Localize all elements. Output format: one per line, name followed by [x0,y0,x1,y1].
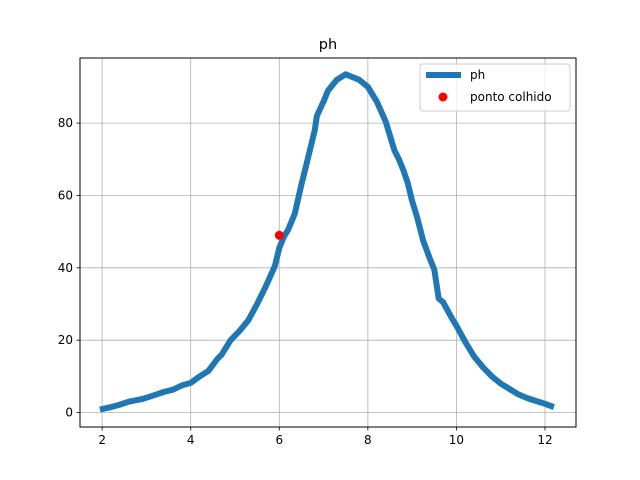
plot-area [99,71,555,413]
x-tick-label: 4 [187,433,195,447]
harvested-point [274,230,284,240]
ticks: 2 4 6 8 10 12 0 20 40 60 80 [58,116,553,447]
y-tick-label: 80 [58,116,73,130]
x-tick-label: 12 [537,433,552,447]
legend-point-swatch [438,92,448,102]
y-tick-label: 60 [58,188,73,202]
legend: ph ponto colhido [419,63,571,112]
axes-frame [79,57,577,428]
y-tick-label: 0 [65,406,73,420]
y-tick-label: 20 [58,333,73,347]
x-tick-label: 8 [364,433,372,447]
series-line-ph [99,71,555,413]
legend-label-ph: ph [470,68,485,82]
legend-label-ponto-colhido: ponto colhido [470,90,552,104]
x-tick-label: 10 [449,433,464,447]
y-tick-label: 40 [58,261,73,275]
x-tick-label: 6 [275,433,283,447]
chart-title: ph [319,37,337,53]
x-tick-label: 2 [98,433,106,447]
